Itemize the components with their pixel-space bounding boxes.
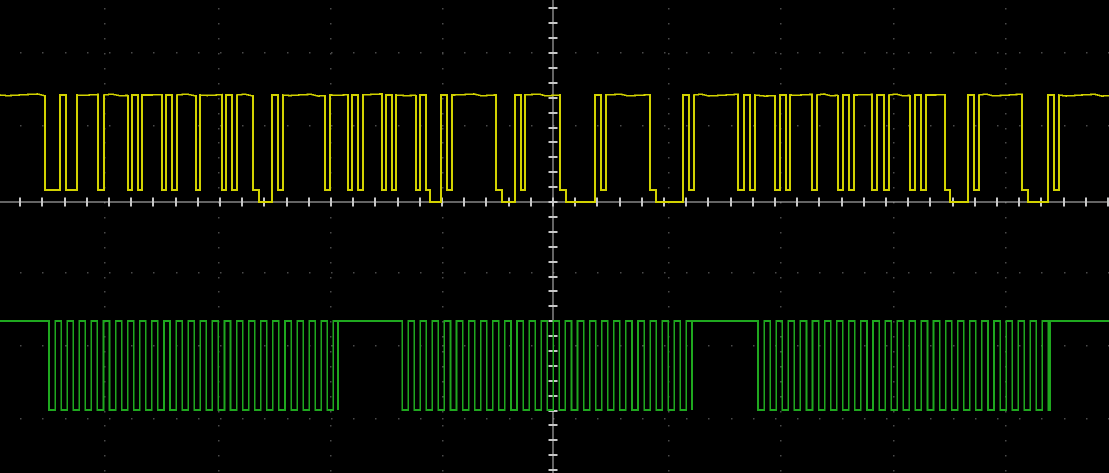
channel-2-waveform xyxy=(0,320,1109,411)
channel-1-waveform xyxy=(0,93,1109,203)
